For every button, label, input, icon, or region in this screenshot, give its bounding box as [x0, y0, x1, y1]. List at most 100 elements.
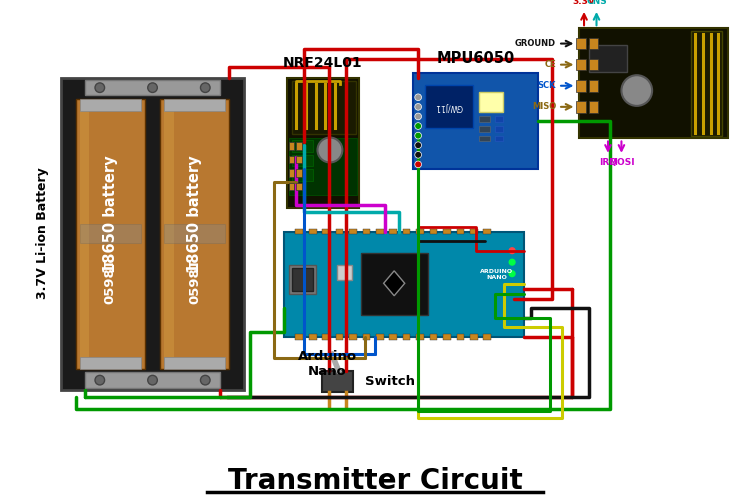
Bar — [62, 78, 244, 390]
Bar — [289, 142, 295, 150]
Bar — [443, 334, 451, 340]
Bar — [164, 357, 226, 368]
Bar — [86, 372, 220, 388]
Text: CNS: CNS — [586, 0, 607, 6]
Bar — [483, 228, 491, 234]
Bar — [336, 334, 344, 340]
Bar — [160, 99, 230, 368]
Text: SCK: SCK — [538, 82, 556, 90]
Bar — [589, 101, 598, 112]
Bar — [589, 80, 598, 92]
Bar — [413, 74, 538, 169]
Text: CE: CE — [544, 60, 556, 69]
Bar — [349, 334, 357, 340]
Bar — [164, 224, 226, 243]
Bar — [470, 334, 478, 340]
Circle shape — [200, 83, 210, 92]
Polygon shape — [384, 271, 405, 296]
Text: Switch: Switch — [365, 374, 416, 388]
Bar — [296, 156, 302, 164]
Bar — [296, 334, 303, 340]
Bar — [289, 265, 316, 294]
Bar — [309, 228, 316, 234]
Bar — [286, 78, 358, 208]
Bar — [336, 228, 344, 234]
Bar — [289, 138, 357, 195]
Bar — [292, 81, 356, 134]
Bar — [478, 136, 490, 141]
Circle shape — [317, 138, 343, 162]
Bar — [589, 46, 627, 72]
Bar — [424, 85, 472, 128]
Bar — [470, 228, 478, 234]
Circle shape — [415, 113, 422, 120]
Bar — [80, 110, 89, 357]
Text: Transmitter Circuit: Transmitter Circuit — [228, 467, 522, 495]
Circle shape — [509, 260, 515, 265]
Bar — [80, 224, 141, 243]
Circle shape — [415, 132, 422, 139]
Text: MISO: MISO — [532, 102, 556, 112]
Circle shape — [200, 376, 210, 385]
Bar — [76, 99, 145, 368]
Bar — [376, 228, 384, 234]
Text: 18650 battery: 18650 battery — [188, 156, 202, 273]
Text: 0598T: 0598T — [188, 258, 201, 304]
Bar — [292, 268, 313, 291]
Circle shape — [95, 376, 104, 385]
Text: GROUND: GROUND — [515, 39, 556, 48]
Bar — [579, 28, 728, 138]
Bar — [296, 182, 302, 190]
Text: 3.3V: 3.3V — [572, 0, 596, 6]
Bar — [292, 140, 313, 152]
Bar — [389, 334, 397, 340]
Bar — [296, 228, 303, 234]
Text: 0598T: 0598T — [104, 258, 117, 304]
Text: ARDUINO
NANO: ARDUINO NANO — [480, 270, 513, 280]
Bar — [495, 116, 502, 122]
Circle shape — [148, 83, 158, 92]
Text: GW/J11: GW/J11 — [435, 102, 463, 112]
Circle shape — [509, 248, 515, 254]
Bar — [349, 228, 357, 234]
Bar — [589, 59, 598, 70]
Bar — [576, 59, 586, 70]
Circle shape — [415, 161, 422, 168]
Text: NRF24L01: NRF24L01 — [283, 56, 362, 70]
Bar — [457, 334, 464, 340]
Bar — [478, 92, 502, 112]
Bar — [495, 136, 502, 141]
Bar — [576, 80, 586, 92]
Circle shape — [95, 83, 104, 92]
Bar — [292, 155, 313, 166]
Circle shape — [415, 152, 422, 158]
Bar — [430, 228, 437, 234]
Bar — [376, 334, 384, 340]
Bar — [430, 334, 437, 340]
Bar — [337, 265, 352, 280]
Bar — [164, 99, 226, 110]
Circle shape — [415, 104, 422, 110]
Bar — [80, 357, 141, 368]
Bar — [289, 156, 295, 164]
Bar — [361, 252, 428, 315]
Bar — [576, 38, 586, 50]
Text: MOSI: MOSI — [608, 158, 634, 166]
Circle shape — [415, 122, 422, 130]
Bar — [692, 31, 722, 136]
Circle shape — [415, 142, 422, 148]
Bar — [284, 232, 524, 337]
Bar — [322, 228, 330, 234]
Bar — [589, 38, 598, 50]
Bar — [322, 334, 330, 340]
Bar — [362, 334, 370, 340]
Bar — [389, 228, 397, 234]
Circle shape — [415, 94, 422, 100]
Circle shape — [622, 75, 652, 106]
Bar — [362, 228, 370, 234]
Bar — [164, 110, 174, 357]
Bar — [416, 228, 424, 234]
Bar — [478, 116, 490, 122]
Text: MPU6050: MPU6050 — [436, 50, 514, 66]
Bar — [80, 99, 141, 110]
